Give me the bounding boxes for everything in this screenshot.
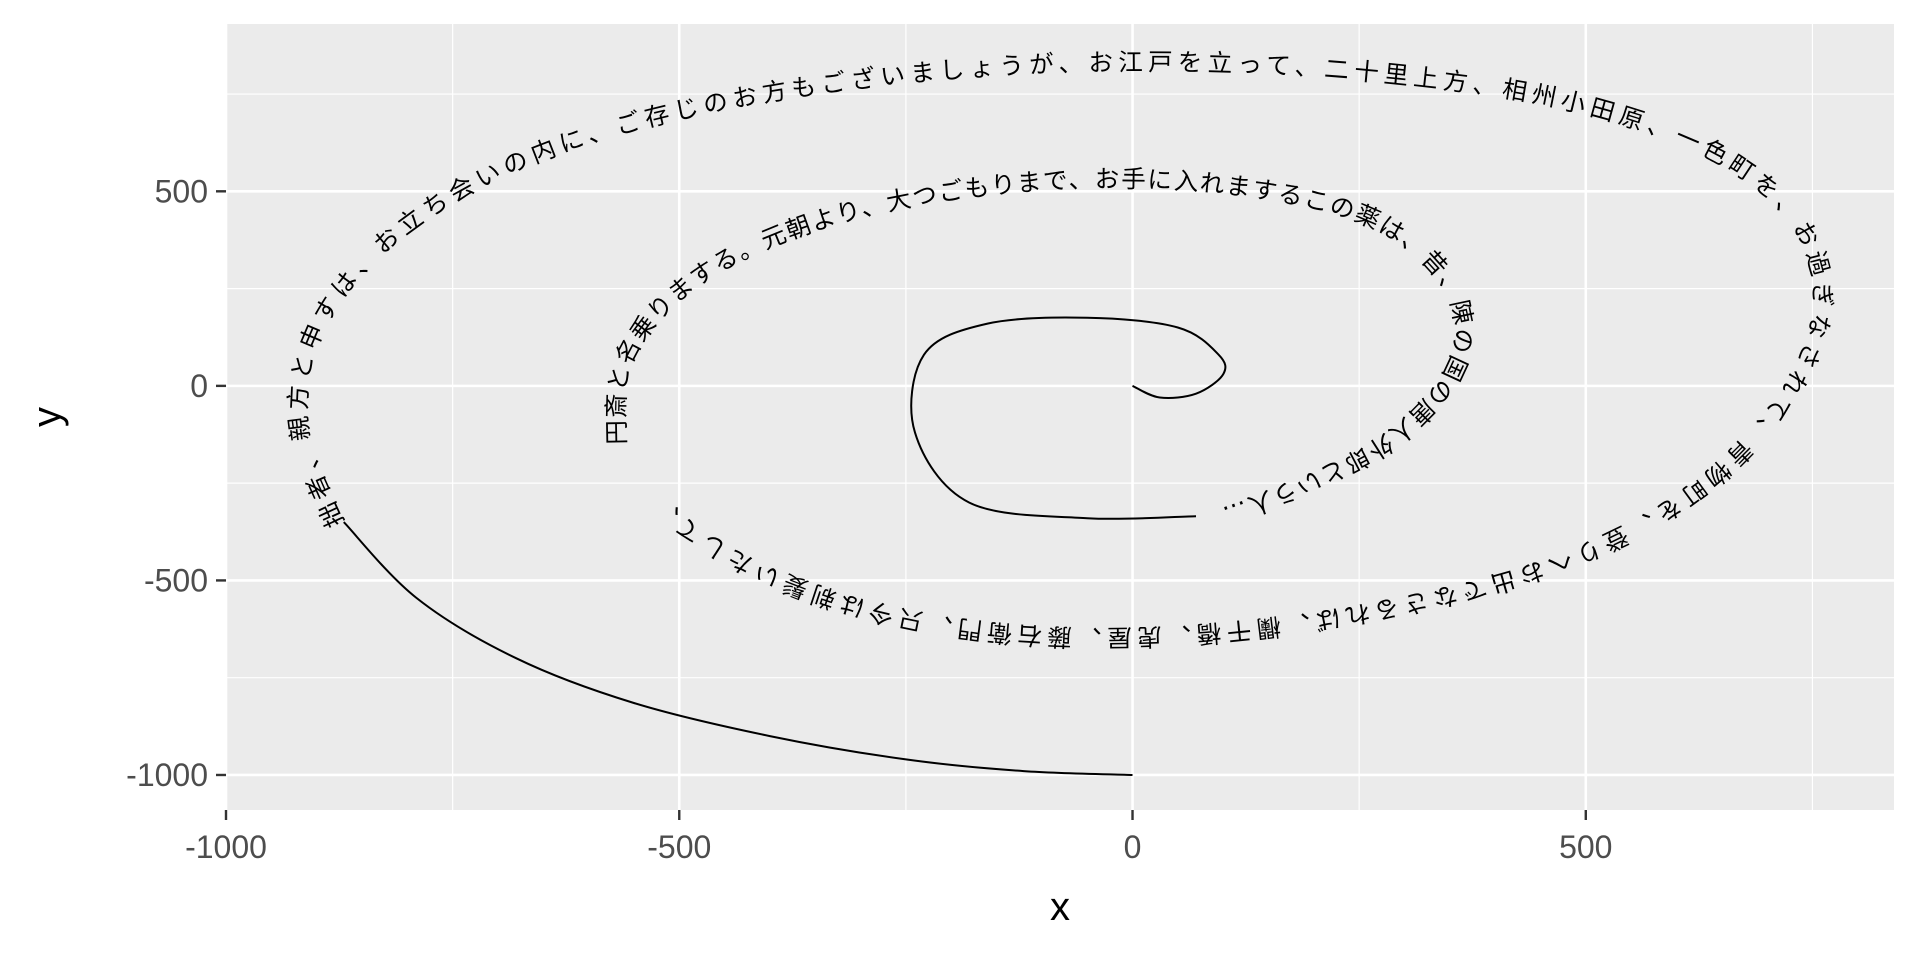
y-axis-title: y bbox=[25, 407, 69, 427]
major-gridlines bbox=[224, 24, 1894, 810]
y-tick-label: 0 bbox=[190, 368, 208, 404]
axis-tick-labels: -1000 -500 0 500 -1000 -500 0 500 bbox=[126, 173, 1612, 865]
x-axis-title: x bbox=[1050, 885, 1070, 929]
minor-gridlines bbox=[226, 24, 1894, 810]
y-tick-label: 500 bbox=[155, 173, 208, 209]
y-tick-label: -500 bbox=[144, 562, 208, 598]
axis-ticks bbox=[216, 190, 1587, 820]
x-tick-label: 500 bbox=[1559, 829, 1612, 865]
panel-background bbox=[226, 24, 1894, 810]
x-tick-label: -1000 bbox=[185, 829, 267, 865]
spiral-line bbox=[343, 316, 1227, 776]
y-tick-label: -1000 bbox=[126, 757, 208, 793]
x-tick-label: -500 bbox=[647, 829, 711, 865]
x-tick-label: 0 bbox=[1124, 829, 1142, 865]
